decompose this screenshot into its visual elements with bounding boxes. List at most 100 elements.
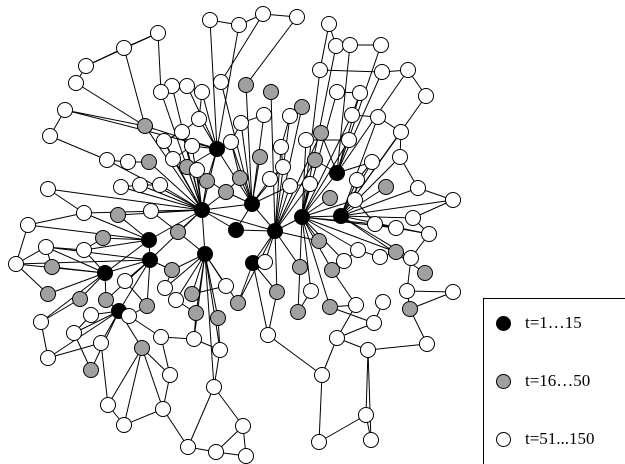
graph-node-late (235, 418, 251, 434)
graph-edge (213, 386, 244, 427)
graph-node-middle (184, 286, 200, 302)
graph-edge (274, 159, 316, 232)
graph-edge (47, 272, 106, 295)
graph-edge (252, 262, 269, 336)
graph-node-middle (322, 190, 338, 206)
graph-node-late (328, 38, 344, 54)
graph-node-late (180, 439, 196, 455)
graph-node-late (342, 37, 358, 53)
graph-edge (45, 246, 106, 274)
graph-edge (73, 310, 120, 334)
graph-node-late (392, 149, 408, 165)
graph-node-late (366, 315, 382, 331)
graph-node-late (358, 407, 374, 423)
graph-node-late (218, 278, 234, 294)
graph-node-late (120, 154, 136, 170)
graph-edge (201, 91, 218, 150)
graph-edge (100, 342, 109, 406)
graph-node-middle (164, 262, 180, 278)
graph-node-late (298, 132, 314, 148)
graph-node-late (403, 250, 419, 266)
graph-node-late (262, 171, 278, 187)
legend-label-late: t=51...150 (525, 429, 595, 448)
graph-node-late (191, 111, 207, 127)
graph-edge (123, 347, 143, 426)
graph-node-late (303, 283, 319, 299)
graph-node-middle (402, 301, 418, 317)
graph-node-late (99, 152, 115, 168)
graph-edge (365, 349, 369, 416)
graph-node-middle (311, 233, 327, 249)
graph-node-late (282, 178, 298, 194)
graph-node-late (399, 283, 415, 299)
graph-node-late (116, 40, 132, 56)
graph-node-late (100, 397, 116, 413)
graph-node-early (209, 141, 225, 157)
graph-edge (118, 259, 151, 312)
graph-node-late (372, 249, 388, 265)
graph-edge (245, 84, 253, 205)
graph-node-middle (141, 154, 157, 170)
graph-node-late (255, 6, 271, 22)
graph-node-late (273, 139, 289, 155)
graph-node-late (400, 62, 416, 78)
graph-node-late (367, 216, 383, 232)
graph-edge (340, 187, 419, 217)
graph-node-late (445, 192, 461, 208)
graph-edge (123, 47, 146, 127)
graph-node-late (33, 314, 49, 330)
graph-node-middle (44, 259, 60, 275)
legend-item-late: t=51...150 (496, 429, 595, 449)
graph-node-early (333, 208, 349, 224)
graph-nodes (8, 6, 461, 464)
graph-node-late (231, 17, 247, 33)
graph-edge (75, 82, 146, 127)
graph-edge (15, 263, 106, 274)
graph-node-late (373, 37, 389, 53)
graph-node-late (421, 226, 437, 242)
graph-node-middle (139, 298, 155, 314)
graph-node-late (260, 327, 276, 343)
graph-edge (83, 239, 150, 251)
graph-node-late (208, 444, 224, 460)
graph-edge (27, 212, 85, 226)
graph-edge (49, 135, 108, 161)
graph-edge (301, 216, 397, 253)
graph-node-late (8, 256, 24, 272)
graph-edge (240, 122, 253, 205)
graph-node-middle (388, 244, 404, 260)
graph-node-late (76, 242, 92, 258)
graph-node-late (223, 134, 239, 150)
graph-node-late (405, 210, 421, 226)
graph-node-late (393, 124, 409, 140)
graph-node-middle (290, 304, 306, 320)
graph-edge (318, 374, 323, 443)
graph-node-early (294, 209, 310, 225)
graph-node-late (66, 325, 82, 341)
graph-node-middle (230, 295, 246, 311)
graph-node-early (197, 246, 213, 262)
graph-edge (148, 161, 203, 211)
legend-label-middle: t=16…50 (525, 371, 591, 390)
graph-edge (301, 216, 359, 251)
graph-edge (141, 347, 164, 410)
graph-node-late (155, 401, 171, 417)
legend: t=1…15 t=16…50 t=51...150 (483, 298, 625, 464)
graph-edge (175, 253, 206, 301)
graph-node-middle (134, 340, 150, 356)
graph-node-middle (417, 265, 433, 281)
graph-edge (220, 13, 264, 83)
graph-node-late (153, 84, 169, 100)
graph-edge (367, 343, 428, 351)
graph-node-late (410, 180, 426, 196)
graph-node-late (212, 342, 228, 358)
graph-node-late (202, 12, 218, 28)
graph-node-late (40, 350, 56, 366)
graph-edge (47, 342, 102, 359)
graph-node-late (289, 9, 305, 25)
legend-item-middle: t=16…50 (496, 371, 590, 391)
graph-node-late (329, 330, 345, 346)
graph-node-middle (313, 125, 329, 141)
graph-edge (107, 347, 143, 406)
graph-node-late (336, 253, 352, 269)
